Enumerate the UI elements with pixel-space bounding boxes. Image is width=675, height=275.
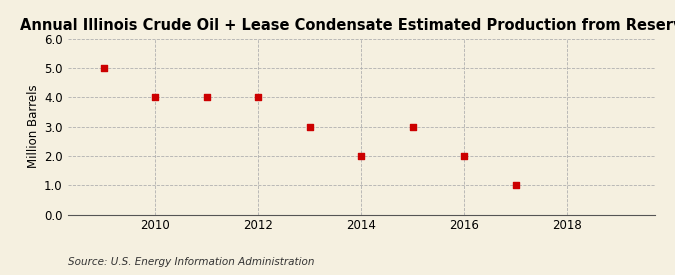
Y-axis label: Million Barrels: Million Barrels [27,85,40,168]
Point [356,154,367,158]
Point [150,95,161,99]
Point [98,66,109,70]
Point [510,183,521,187]
Point [201,95,212,99]
Point [407,124,418,129]
Point [459,154,470,158]
Point [252,95,263,99]
Text: Source: U.S. Energy Information Administration: Source: U.S. Energy Information Administ… [68,257,314,267]
Title: Annual Illinois Crude Oil + Lease Condensate Estimated Production from Reserves: Annual Illinois Crude Oil + Lease Conden… [20,18,675,33]
Point [304,124,315,129]
